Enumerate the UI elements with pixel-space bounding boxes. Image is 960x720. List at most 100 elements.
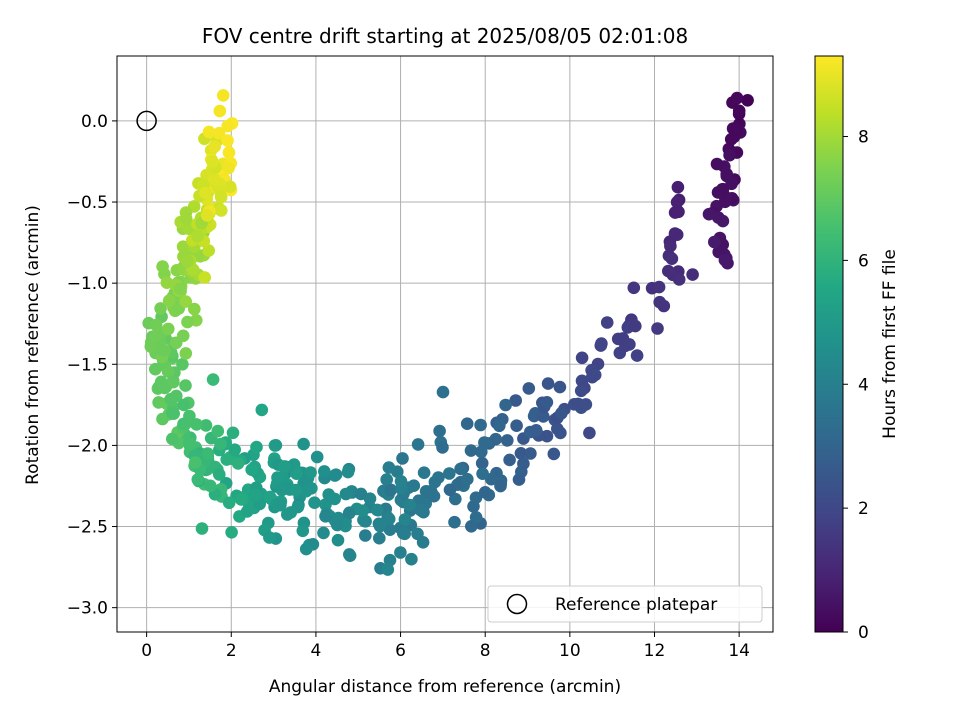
data-point [398,513,412,526]
data-point [162,294,176,308]
data-point [183,436,196,450]
y-tick-label: −2.0 [67,436,108,456]
data-point [356,504,370,517]
data-point [464,444,478,457]
data-point [433,424,446,438]
reference-platepar-marker [136,110,157,132]
colorbar: 0 2 4 6 8 Hours from first FF file [814,55,900,643]
data-point [396,452,409,465]
data-point [189,456,202,469]
data-point [144,340,158,353]
data-point [191,473,205,486]
data-point [514,447,528,460]
data-point [494,479,507,493]
data-point [158,381,171,395]
data-point [449,492,462,506]
data-point [275,483,289,497]
data-point [156,412,169,426]
data-point [281,508,294,521]
data-point [499,398,512,412]
data-point [686,268,699,281]
data-point [460,417,474,431]
data-point [574,384,588,398]
data-point [652,280,666,294]
data-point [475,456,489,470]
data-point [198,271,211,284]
y-tick-label: −0.5 [67,193,108,213]
data-point [443,467,456,480]
data-point [181,315,194,329]
x-tick-label: 6 [395,641,406,661]
data-point [630,349,644,362]
data-point [476,467,489,481]
data-point [461,472,474,486]
data-point [223,180,237,194]
data-point [156,260,169,273]
data-point [166,432,179,446]
data-point [411,438,425,451]
colorbar-tick-label: 2 [858,499,869,519]
data-point [310,450,324,464]
data-point [443,483,457,497]
data-point [319,510,332,523]
data-point [212,126,226,140]
data-point [575,351,589,365]
data-point [331,518,344,532]
data-point [670,195,684,209]
data-point [702,207,716,221]
data-point [522,382,536,395]
scatter-points [136,89,754,576]
data-point [478,486,492,499]
data-point [240,505,254,518]
data-point [405,552,418,566]
colorbar-tick-label: 8 [858,128,869,148]
data-point [199,419,213,432]
colorbar-gradient [814,55,844,633]
data-point [417,466,431,480]
data-point [370,503,384,517]
data-point [718,253,732,267]
data-point [234,493,248,506]
data-point [221,134,234,147]
data-point [328,492,342,506]
x-tick-label: 14 [728,641,750,661]
data-point [716,182,730,196]
data-point [202,125,216,139]
data-point [231,457,245,470]
data-point [156,343,170,357]
data-point [206,373,220,386]
data-point [383,523,397,536]
data-point [213,104,227,118]
data-point [419,485,433,498]
data-point [339,487,353,501]
x-tick-label: 12 [644,641,666,661]
data-point [416,536,430,549]
data-point [299,542,313,556]
data-point [149,318,163,332]
data-point [382,461,396,474]
x-tick-label: 4 [311,641,322,661]
x-tick-label: 8 [480,641,491,661]
data-point [585,370,599,384]
data-point [250,440,263,454]
data-point [255,403,269,417]
legend-box [487,585,763,623]
x-tick-label: 0 [141,641,152,661]
legend-marker [506,593,528,615]
data-point [299,484,313,498]
data-point [665,252,679,265]
data-point [342,506,356,520]
data-point [176,240,190,253]
data-point [289,483,303,497]
colorbar-tick-label: 4 [858,375,869,395]
data-point [403,498,417,512]
data-point [474,418,487,432]
data-point [575,374,589,388]
data-point [228,443,241,457]
data-point [517,457,530,471]
data-point [394,475,408,488]
data-point [222,496,236,510]
data-point [668,227,682,240]
data-point [341,465,355,479]
data-point [202,244,215,257]
